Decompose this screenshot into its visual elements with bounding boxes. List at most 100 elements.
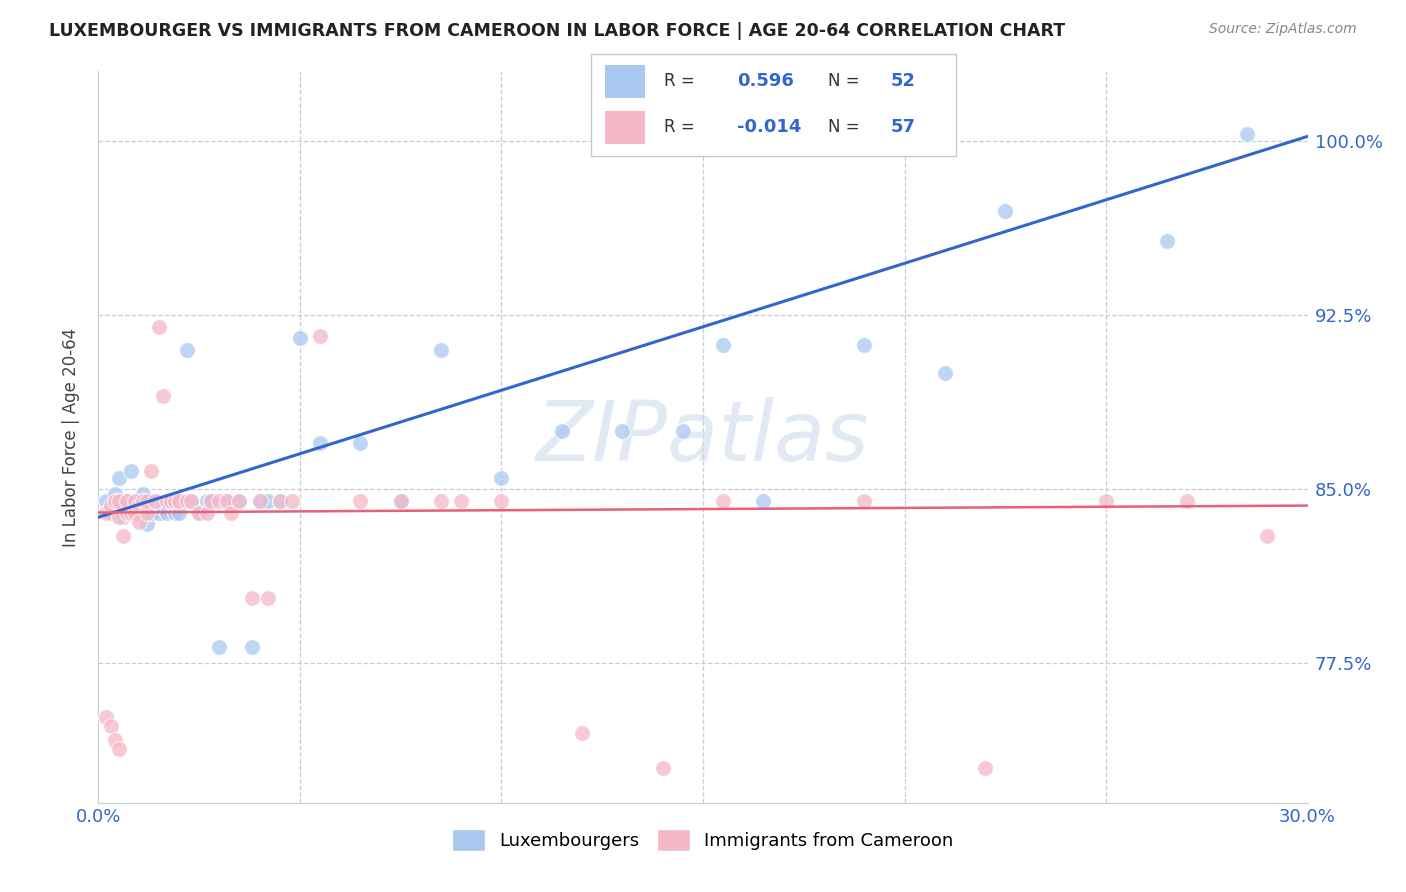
Point — [1095, 494, 1118, 508]
Point — [1156, 234, 1178, 248]
Point — [752, 494, 775, 508]
Point — [281, 494, 304, 508]
Text: ZIPatlas: ZIPatlas — [536, 397, 870, 477]
Point — [256, 591, 278, 606]
Point — [135, 517, 157, 532]
Point — [152, 500, 174, 515]
Point — [103, 494, 125, 508]
Point — [167, 494, 190, 508]
Point — [672, 424, 695, 438]
Point — [128, 494, 150, 508]
Point — [349, 494, 371, 508]
Point — [100, 499, 122, 513]
Point — [143, 494, 166, 508]
Point — [139, 506, 162, 520]
Point — [115, 494, 138, 508]
Point — [249, 494, 271, 508]
Point — [491, 471, 513, 485]
Point — [711, 338, 734, 352]
Point — [124, 506, 146, 520]
Point — [288, 331, 311, 345]
Point — [96, 710, 118, 724]
Point — [309, 436, 332, 450]
Text: N =: N = — [828, 119, 859, 136]
Point — [240, 640, 263, 655]
Point — [160, 494, 183, 508]
Point — [651, 761, 673, 775]
Point — [107, 494, 129, 508]
Point — [128, 515, 150, 529]
Text: 52: 52 — [890, 72, 915, 90]
Point — [269, 494, 291, 508]
Point — [256, 494, 278, 508]
Point — [228, 494, 250, 508]
Text: 0.596: 0.596 — [737, 72, 793, 90]
Text: 57: 57 — [890, 119, 915, 136]
Point — [107, 500, 129, 515]
Point — [188, 506, 211, 520]
Point — [107, 471, 129, 485]
Point — [200, 494, 222, 508]
Point — [269, 494, 291, 508]
Point — [217, 494, 239, 508]
Point — [115, 506, 138, 520]
Point — [551, 424, 574, 438]
Point — [167, 506, 190, 520]
Point — [160, 494, 183, 508]
Point — [612, 424, 634, 438]
Point — [571, 726, 593, 740]
Point — [107, 510, 129, 524]
Point — [111, 529, 134, 543]
Point — [1175, 494, 1198, 508]
Point — [853, 494, 876, 508]
Point — [115, 494, 138, 508]
Point — [156, 506, 179, 520]
Point — [389, 494, 412, 508]
Point — [491, 494, 513, 508]
Point — [240, 591, 263, 606]
Point — [128, 499, 150, 513]
Point — [156, 494, 179, 508]
FancyBboxPatch shape — [605, 65, 645, 97]
Point — [96, 494, 118, 508]
Point — [135, 506, 157, 520]
Point — [135, 506, 157, 520]
Point — [152, 389, 174, 403]
Point — [711, 494, 734, 508]
Text: LUXEMBOURGER VS IMMIGRANTS FROM CAMEROON IN LABOR FORCE | AGE 20-64 CORRELATION : LUXEMBOURGER VS IMMIGRANTS FROM CAMEROON… — [49, 22, 1066, 40]
Point — [180, 494, 202, 508]
Point — [167, 494, 190, 508]
Point — [103, 733, 125, 747]
Point — [148, 506, 170, 520]
Point — [103, 487, 125, 501]
FancyBboxPatch shape — [591, 54, 956, 156]
Text: -0.014: -0.014 — [737, 119, 801, 136]
Point — [120, 464, 142, 478]
Point — [430, 494, 453, 508]
Point — [163, 494, 186, 508]
Point — [120, 506, 142, 520]
Point — [974, 761, 997, 775]
Text: N =: N = — [828, 72, 859, 90]
Point — [115, 506, 138, 520]
Point — [148, 319, 170, 334]
Point — [200, 494, 222, 508]
Point — [208, 640, 231, 655]
Text: Source: ZipAtlas.com: Source: ZipAtlas.com — [1209, 22, 1357, 37]
Point — [107, 742, 129, 756]
Legend: Luxembourgers, Immigrants from Cameroon: Luxembourgers, Immigrants from Cameroon — [443, 820, 963, 860]
Point — [1256, 529, 1278, 543]
Point — [249, 494, 271, 508]
Point — [309, 329, 332, 343]
Point — [100, 719, 122, 733]
Y-axis label: In Labor Force | Age 20-64: In Labor Force | Age 20-64 — [62, 327, 80, 547]
Point — [450, 494, 472, 508]
Text: R =: R = — [664, 72, 695, 90]
Point — [1236, 127, 1258, 141]
Point — [853, 338, 876, 352]
Point — [132, 487, 155, 501]
Point — [135, 494, 157, 508]
Point — [934, 366, 956, 380]
Point — [143, 494, 166, 508]
Point — [349, 436, 371, 450]
